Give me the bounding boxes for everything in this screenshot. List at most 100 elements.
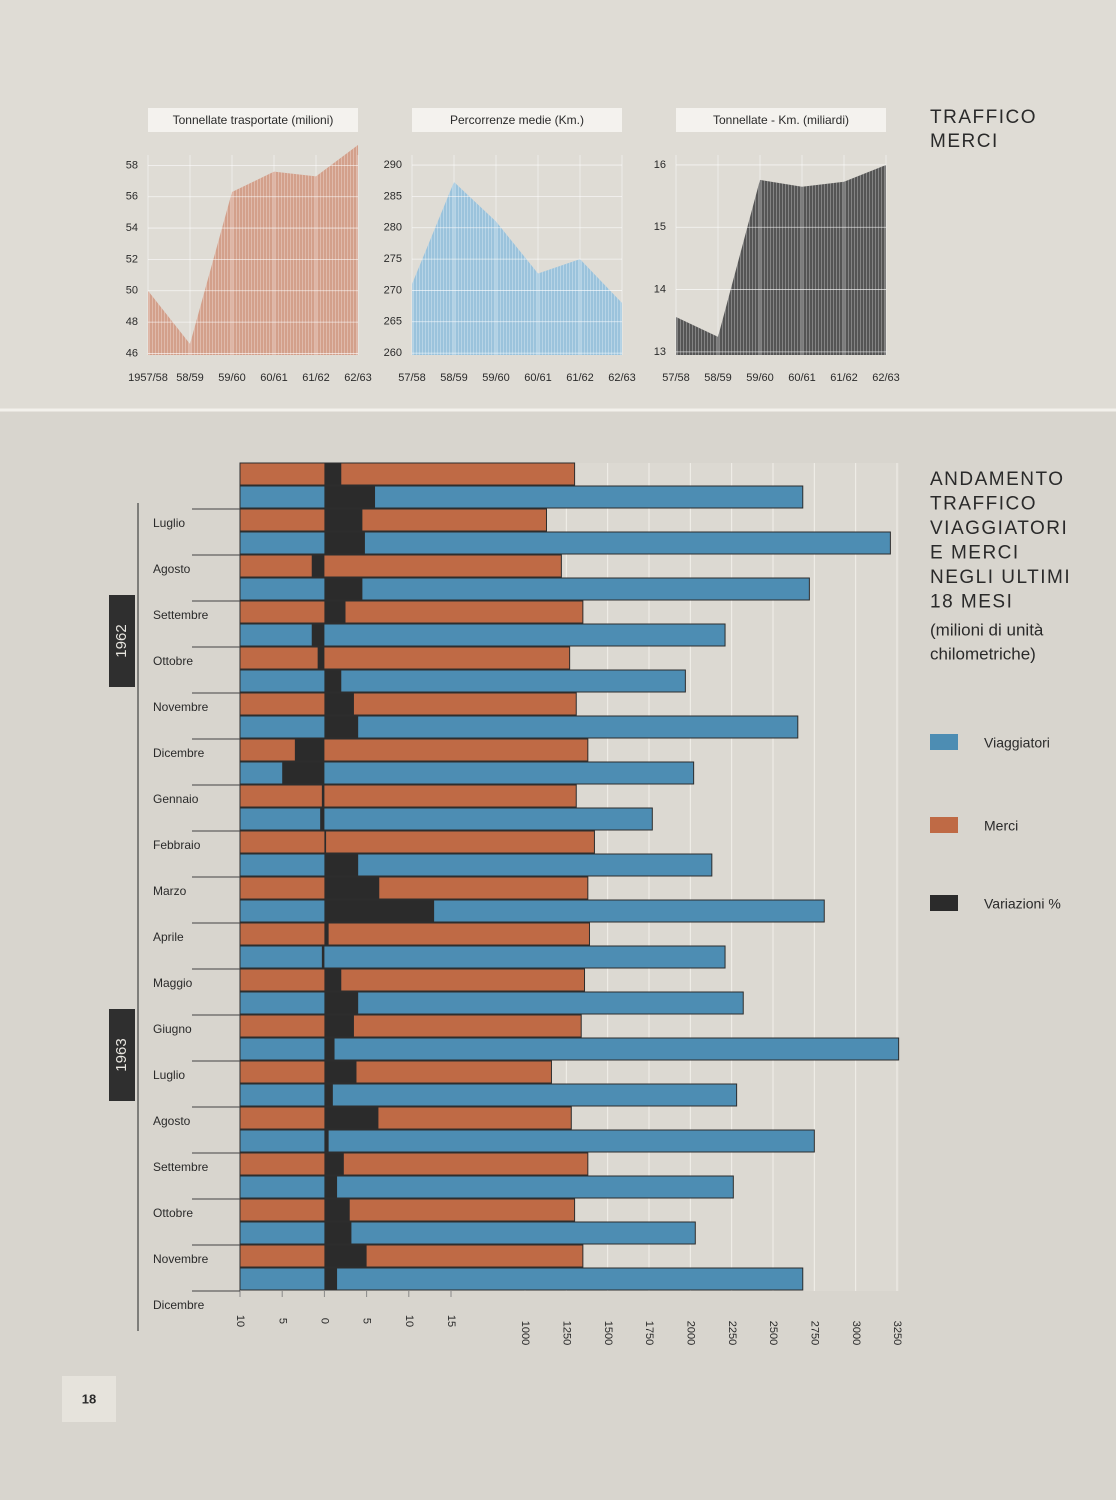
bar <box>239 853 713 877</box>
bar <box>239 669 686 693</box>
legend-swatch <box>930 817 958 833</box>
y-tick-label: 13 <box>654 346 666 358</box>
change-bar <box>324 509 363 531</box>
y-tick-label: 15 <box>654 221 666 233</box>
bar <box>239 807 653 831</box>
month-label: Ottobre <box>153 654 193 668</box>
change-bar <box>324 1153 344 1175</box>
change-bar <box>324 1245 367 1267</box>
month-label: Gennaio <box>153 792 199 806</box>
change-bar <box>321 946 325 968</box>
change-bar <box>324 1199 350 1221</box>
y-tick-label: 265 <box>384 316 402 328</box>
x-tick-label: 59/60 <box>746 372 774 384</box>
section-title: TRAFFICO <box>930 107 1037 128</box>
month-label: Ottobre <box>153 1206 193 1220</box>
page-number-box <box>62 1376 116 1422</box>
y-tick-label: 280 <box>384 222 402 234</box>
legend-label: Viaggiatori <box>984 735 1050 751</box>
x-tick-label: 3000 <box>850 1321 862 1345</box>
bar <box>239 968 586 992</box>
legend-swatch <box>930 895 958 911</box>
y-tick-label: 290 <box>384 159 402 171</box>
x-tick-label: 62/63 <box>872 372 900 384</box>
bar <box>239 1129 815 1153</box>
bar <box>239 1106 572 1130</box>
change-bar <box>324 1038 335 1060</box>
month-label: Marzo <box>153 884 187 898</box>
change-bar <box>324 463 342 485</box>
change-bar <box>324 877 380 899</box>
change-bar <box>320 808 325 830</box>
bar <box>239 830 595 854</box>
change-bar <box>294 739 325 761</box>
chart-title-box <box>412 108 622 132</box>
change-bar <box>311 624 325 646</box>
x-tick-label: 57/58 <box>662 372 690 384</box>
section-title: MERCI <box>930 131 999 152</box>
legend-label: Variazioni % <box>984 896 1061 912</box>
x-tick-label: 1957/58 <box>128 372 168 384</box>
change-bar <box>324 670 342 692</box>
chart-title: NEGLI ULTIMI <box>930 567 1071 588</box>
change-bar <box>324 1268 338 1290</box>
x-tick-label: 3250 <box>891 1321 903 1345</box>
bar <box>239 1083 738 1107</box>
bar <box>239 462 576 486</box>
x-tick-label: 58/59 <box>440 372 468 384</box>
x2-tick-label: 5 <box>361 1318 373 1324</box>
bar <box>239 715 799 739</box>
month-label: Settembre <box>153 1160 209 1174</box>
month-label: Agosto <box>153 1114 191 1128</box>
bar <box>239 485 804 509</box>
year-box <box>109 595 135 687</box>
bar <box>239 692 577 716</box>
month-label: Luglio <box>153 516 185 530</box>
x-tick-label: 58/59 <box>704 372 732 384</box>
year-label: 1962 <box>113 624 130 657</box>
month-label: Settembre <box>153 608 209 622</box>
chart-title-box <box>676 108 886 132</box>
bar <box>239 508 547 532</box>
x-tick-label: 60/61 <box>524 372 552 384</box>
change-bar <box>324 486 376 508</box>
x-tick-label: 2000 <box>684 1321 696 1345</box>
change-bar <box>324 900 435 922</box>
x-tick-label: 61/62 <box>302 372 330 384</box>
change-bar <box>324 1130 329 1152</box>
month-label: Maggio <box>153 976 193 990</box>
x-tick-label: 2500 <box>767 1321 779 1345</box>
change-bar <box>317 647 325 669</box>
chart-title: VIAGGIATORI <box>930 518 1068 539</box>
bar <box>239 1244 584 1268</box>
bar <box>239 1037 900 1061</box>
chart-subtitle: chilometriche) <box>930 644 1036 663</box>
x-tick-label: 2750 <box>808 1321 820 1345</box>
x-tick-label: 61/62 <box>830 372 858 384</box>
x2-tick-label: 5 <box>276 1318 288 1324</box>
chart-title: E MERCI <box>930 543 1020 564</box>
month-label: Dicembre <box>153 746 205 760</box>
change-bar <box>324 831 327 853</box>
change-bar <box>321 785 325 807</box>
month-label: Aprile <box>153 930 184 944</box>
year-label: 1963 <box>113 1038 130 1071</box>
month-label: Novembre <box>153 700 209 714</box>
year-box <box>109 1009 135 1101</box>
x2-tick-label: 10 <box>403 1315 415 1327</box>
x-tick-label: 1750 <box>643 1321 655 1345</box>
y-tick-label: 16 <box>654 159 666 171</box>
month-label: Giugno <box>153 1022 192 1036</box>
x-tick-label: 59/60 <box>482 372 510 384</box>
y-tick-label: 14 <box>654 283 666 295</box>
y-tick-label: 285 <box>384 190 402 202</box>
x-tick-label: 60/61 <box>788 372 816 384</box>
x-tick-label: 59/60 <box>218 372 246 384</box>
y-tick-label: 52 <box>126 253 138 265</box>
bar <box>239 738 589 762</box>
bar <box>239 991 744 1015</box>
bar <box>239 531 891 555</box>
change-bar <box>324 969 342 991</box>
bar <box>239 1152 589 1176</box>
x-tick-label: 60/61 <box>260 372 288 384</box>
